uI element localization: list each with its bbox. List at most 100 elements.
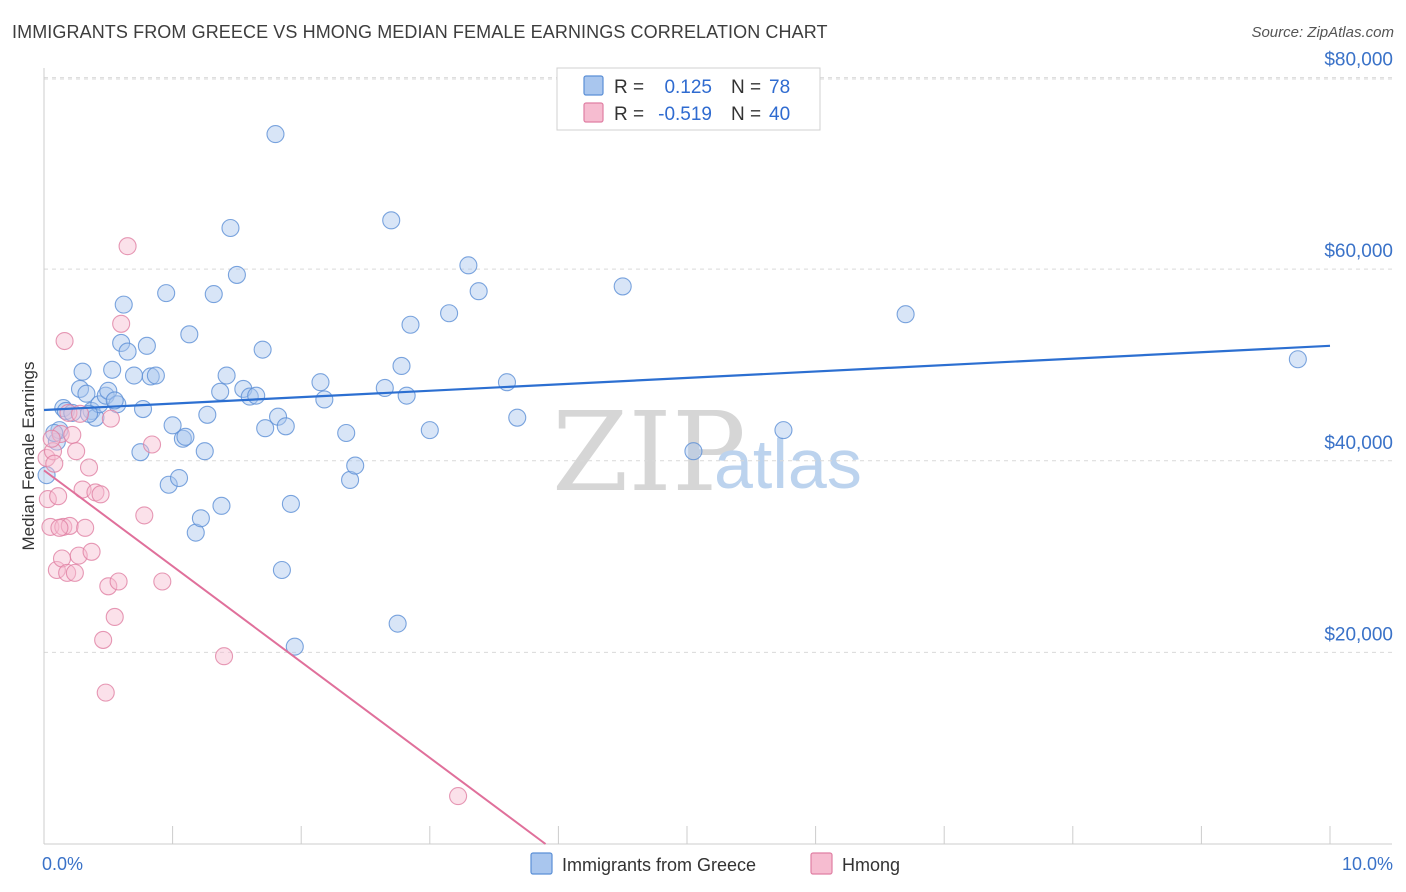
hmong-point (65, 563, 84, 582)
bottom-legend-hmong-label: Hmong (842, 855, 900, 875)
greece-point (392, 356, 411, 375)
greece-point (266, 125, 285, 144)
legend-greece-n-value: 78 (769, 77, 790, 98)
greece-point (269, 407, 288, 426)
hmong-point (214, 647, 234, 666)
x-tick-label: 0.0% (42, 854, 83, 874)
greece-point (217, 366, 236, 385)
hmong-point (82, 542, 101, 561)
hmong-point (41, 517, 60, 536)
greece-point (256, 419, 275, 438)
hmong-point (109, 572, 128, 591)
legend-hmong-swatch (583, 102, 604, 123)
legend-hmong-r-value: -0.519 (658, 104, 712, 125)
x-tick-label: 10.0% (1342, 854, 1393, 874)
x-axis-ticks (172, 826, 1331, 844)
hmong-point (58, 563, 77, 582)
hmong-point (449, 787, 468, 806)
hmong-point (79, 458, 99, 477)
greece-point (420, 421, 439, 440)
hmong-point (101, 409, 120, 428)
greece-point (163, 416, 182, 435)
greece-point (157, 284, 176, 303)
greece-point (311, 373, 330, 392)
greece-point (195, 442, 214, 461)
legend-hmong-n-label: N = (731, 104, 761, 125)
hmong-point (63, 425, 82, 444)
greece-point (141, 367, 160, 386)
watermark: ZIP atlas (552, 388, 862, 516)
hmong-point (45, 454, 64, 473)
bottom-legend-greece-swatch (530, 852, 553, 875)
greece-point (440, 304, 459, 323)
legend-greece-r-value: 0.125 (664, 77, 712, 98)
chart-title: IMMIGRANTS FROM GREECE VS HMONG MEDIAN F… (12, 22, 828, 42)
bottom-legend-hmong-swatch (810, 852, 833, 875)
hmong-point (50, 518, 69, 537)
greece-point (105, 391, 124, 410)
y-axis-tick-labels: $20,000 $40,000 $60,000 $80,000 (1324, 50, 1393, 646)
greece-point (176, 427, 195, 446)
hmong-point (55, 331, 74, 351)
greece-point (180, 325, 199, 344)
greece-point (276, 417, 295, 436)
legend-top: R = 0.125 N = 78 R = -0.519 N = 40 (556, 67, 821, 131)
greece-point (613, 277, 632, 296)
y-tick-label: $60,000 (1324, 241, 1393, 262)
gridlines (44, 77, 1392, 653)
hmong-point (76, 518, 95, 537)
greece-trend-line (43, 344, 1331, 412)
greece-point (118, 342, 137, 361)
greece-point (253, 340, 272, 359)
greece-point (159, 475, 178, 494)
y-axis-label: Median Female Earnings (19, 362, 38, 551)
greece-point (169, 468, 189, 488)
legend-hmong-n-value: 40 (769, 104, 790, 125)
greece-point (388, 614, 407, 633)
legend-greece-r-label: R = (614, 77, 644, 98)
greece-point (99, 381, 118, 400)
hmong-point (42, 429, 61, 448)
greece-point (337, 423, 356, 443)
greece-point (191, 509, 210, 528)
hmong-point (91, 485, 110, 504)
hmong-point (135, 506, 154, 525)
greece-point (124, 366, 144, 385)
greece-point (1288, 350, 1307, 369)
y-tick-label: $40,000 (1324, 433, 1393, 454)
hmong-point (153, 572, 172, 591)
x-axis-tick-labels: 0.0% 10.0% (42, 854, 1393, 874)
hmong-point (112, 314, 131, 333)
watermark-atlas: atlas (714, 425, 862, 503)
hmong-point (142, 435, 162, 454)
hmong-point (96, 683, 115, 702)
greece-point (315, 390, 334, 409)
greece-point (684, 442, 703, 461)
hmong-point (49, 487, 68, 506)
greece-point (382, 211, 401, 230)
legend-bottom: Immigrants from Greece Hmong (530, 852, 900, 875)
hmong-point (94, 630, 113, 649)
hmong-point (67, 442, 86, 461)
greece-point (281, 494, 300, 513)
greece-point (56, 401, 75, 421)
greece-point (401, 315, 420, 334)
source-label: Source: ZipAtlas.com (1251, 24, 1394, 41)
greece-point (186, 523, 205, 542)
greece-point (221, 218, 240, 238)
hmong-trend-line (43, 469, 547, 845)
hmong-point (99, 577, 118, 596)
greece-point (212, 496, 231, 515)
greece-point (346, 456, 365, 475)
hmong-point (105, 607, 124, 626)
greece-point (896, 305, 915, 324)
bottom-legend-greece-label: Immigrants from Greece (562, 855, 756, 875)
greece-point (285, 637, 304, 656)
greece-point (774, 421, 793, 440)
greece-point (469, 282, 488, 301)
legend-greece-swatch (583, 75, 604, 96)
greece-point (114, 295, 133, 314)
watermark-zip: ZIP (552, 388, 746, 516)
legend-greece-n-label: N = (731, 77, 761, 98)
